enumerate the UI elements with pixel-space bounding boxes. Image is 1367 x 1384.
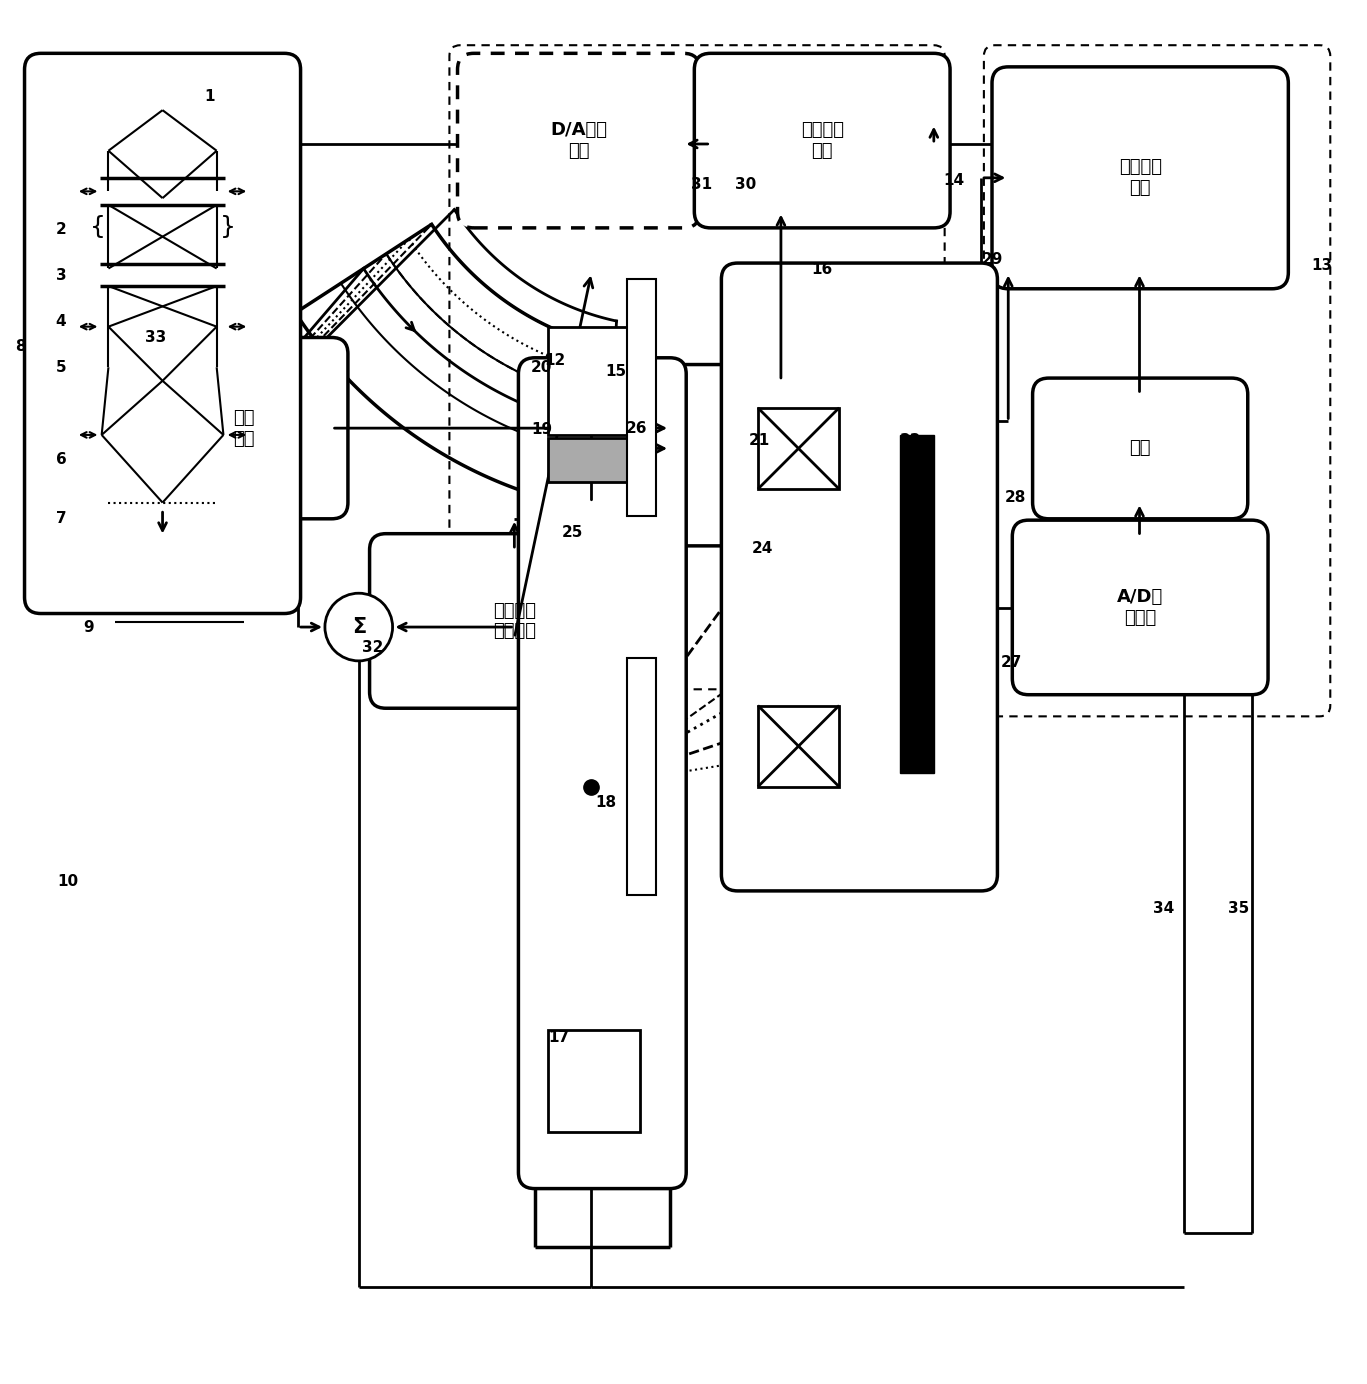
FancyBboxPatch shape	[626, 659, 656, 895]
Text: 35: 35	[1228, 901, 1249, 916]
Text: 29: 29	[982, 252, 1003, 267]
Text: 能量过滤
像控制器: 能量过滤 像控制器	[493, 602, 536, 641]
FancyBboxPatch shape	[458, 54, 700, 228]
FancyBboxPatch shape	[694, 54, 950, 228]
FancyBboxPatch shape	[757, 706, 839, 786]
Text: 17: 17	[548, 1030, 570, 1045]
Text: 3: 3	[56, 267, 67, 282]
Text: 8: 8	[15, 339, 26, 354]
FancyBboxPatch shape	[992, 66, 1288, 289]
Text: 反馈控制
模块: 反馈控制 模块	[801, 122, 843, 161]
Text: 18: 18	[596, 796, 617, 811]
Text: 19: 19	[530, 422, 552, 437]
Text: 2: 2	[56, 221, 67, 237]
FancyBboxPatch shape	[548, 327, 642, 435]
FancyBboxPatch shape	[899, 435, 934, 774]
Text: 13: 13	[1311, 259, 1333, 273]
FancyBboxPatch shape	[1013, 520, 1269, 695]
Text: 6: 6	[56, 451, 67, 466]
FancyBboxPatch shape	[722, 263, 998, 891]
Text: 15: 15	[606, 364, 626, 379]
Text: {: {	[90, 215, 105, 238]
Text: 中央
控制器: 中央 控制器	[766, 436, 798, 475]
Text: 5: 5	[56, 360, 67, 375]
Text: Σ: Σ	[351, 617, 366, 637]
Text: D/A转换
电路: D/A转换 电路	[550, 122, 607, 161]
FancyBboxPatch shape	[369, 534, 659, 709]
Text: 14: 14	[943, 173, 965, 188]
Text: 33: 33	[145, 329, 167, 345]
Text: 22: 22	[899, 433, 921, 448]
Text: 漂移检测
模块: 漂移检测 模块	[1118, 158, 1162, 197]
Text: 25: 25	[562, 525, 584, 540]
Text: }: }	[219, 215, 235, 238]
Circle shape	[325, 594, 392, 662]
Text: 28: 28	[1005, 490, 1025, 505]
Text: 34: 34	[1154, 901, 1174, 916]
Text: 输入
装置: 输入 装置	[232, 408, 254, 447]
FancyBboxPatch shape	[653, 364, 909, 545]
Text: 31: 31	[690, 177, 712, 192]
Text: 30: 30	[735, 177, 756, 192]
Text: A/D转
换电路: A/D转 换电路	[1117, 588, 1163, 627]
Text: 9: 9	[83, 620, 93, 634]
FancyBboxPatch shape	[757, 408, 839, 489]
Text: 27: 27	[1001, 655, 1021, 670]
FancyBboxPatch shape	[1032, 378, 1248, 519]
Text: 20: 20	[530, 360, 552, 375]
FancyBboxPatch shape	[548, 437, 642, 482]
Text: 1: 1	[205, 89, 215, 104]
FancyBboxPatch shape	[518, 358, 686, 1189]
Text: 7: 7	[56, 511, 67, 526]
Text: 12: 12	[544, 353, 566, 368]
Text: 缓存: 缓存	[1129, 440, 1151, 458]
Text: 10: 10	[57, 873, 78, 889]
Text: 4: 4	[56, 314, 67, 329]
Text: 21: 21	[749, 433, 770, 448]
Text: 32: 32	[362, 639, 383, 655]
FancyBboxPatch shape	[626, 280, 656, 516]
FancyBboxPatch shape	[25, 54, 301, 613]
FancyBboxPatch shape	[548, 1030, 640, 1132]
FancyBboxPatch shape	[139, 338, 349, 519]
Text: 26: 26	[625, 421, 647, 436]
Text: 16: 16	[811, 263, 833, 277]
Text: 24: 24	[752, 541, 772, 556]
